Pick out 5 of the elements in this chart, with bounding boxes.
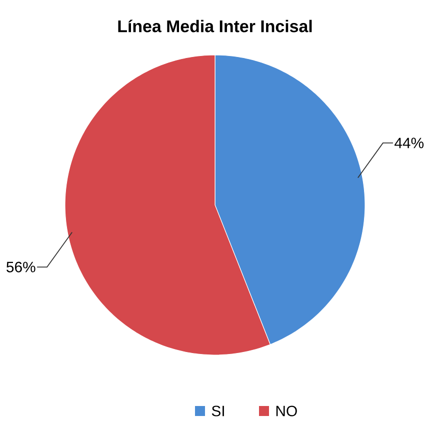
legend-label: SI — [212, 406, 224, 416]
data-label: 44% — [394, 138, 424, 148]
legend-label: NO — [276, 406, 297, 416]
chart-title: Línea Media Inter Incisal — [118, 20, 312, 32]
data-label: 56% — [6, 262, 36, 272]
